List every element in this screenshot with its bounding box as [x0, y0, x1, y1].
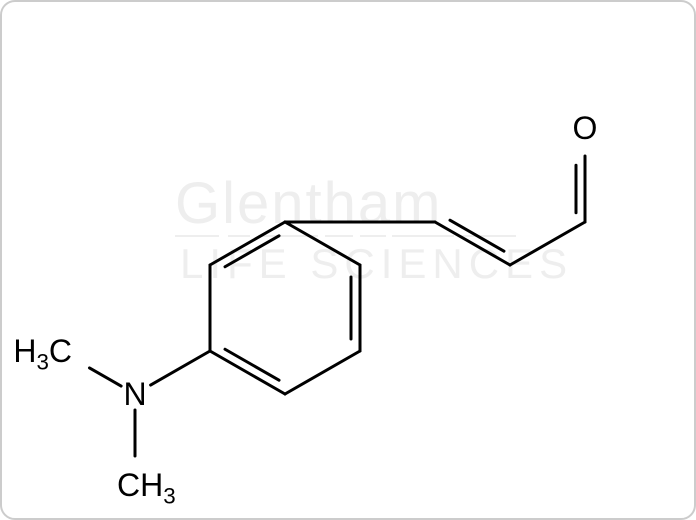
atom-label: N: [123, 376, 146, 413]
bond: [435, 222, 510, 265]
bond: [210, 351, 285, 394]
atom-label: H3C: [13, 333, 72, 370]
bond: [510, 222, 585, 265]
bond: [285, 222, 360, 265]
atom-label: O: [573, 110, 598, 147]
chemical-structure-svg: [0, 0, 696, 520]
bond: [210, 222, 285, 265]
bond: [151, 351, 210, 385]
atom-label: CH3: [117, 467, 176, 504]
bond: [285, 351, 360, 394]
frame-border: [1, 1, 695, 519]
bond: [89, 368, 121, 386]
